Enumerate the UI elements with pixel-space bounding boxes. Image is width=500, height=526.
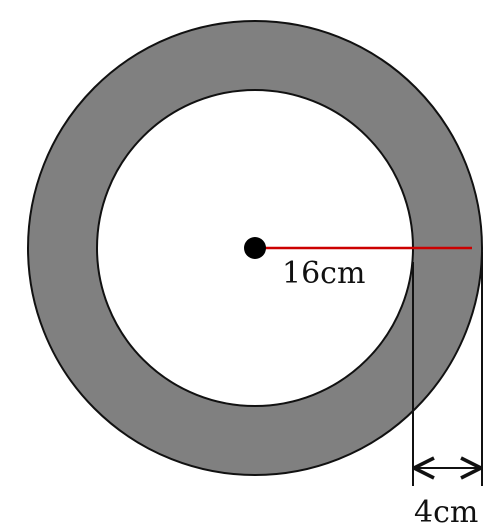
radius-label: 16cm [282,256,365,291]
center-point [244,237,266,259]
ring-width-label: 4cm [414,495,478,526]
